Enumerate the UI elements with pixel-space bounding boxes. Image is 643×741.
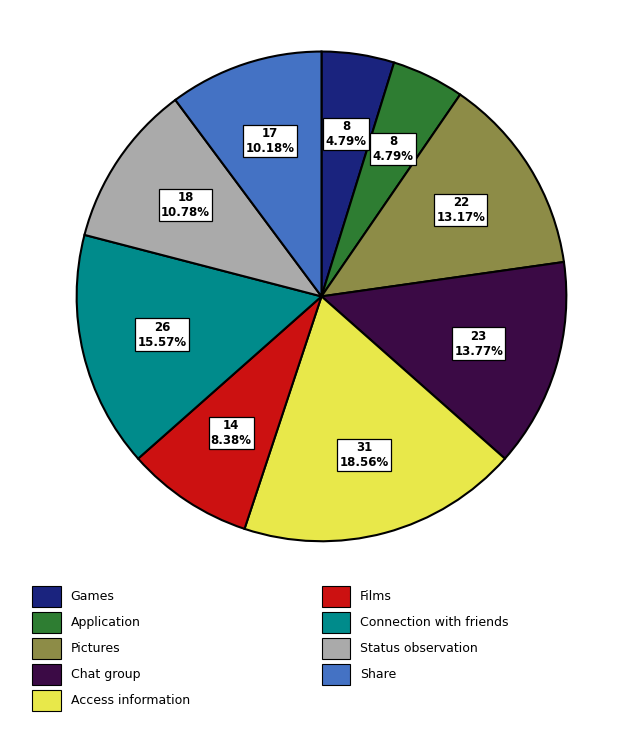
Text: Films: Films (360, 590, 392, 603)
Wedge shape (322, 262, 566, 459)
Text: 23
13.77%: 23 13.77% (454, 330, 503, 358)
Text: Access information: Access information (71, 694, 190, 707)
Text: Share: Share (360, 668, 396, 681)
Text: Chat group: Chat group (71, 668, 140, 681)
Text: 22
13.17%: 22 13.17% (437, 196, 485, 224)
Text: 26
15.57%: 26 15.57% (138, 321, 186, 348)
Wedge shape (322, 62, 460, 296)
Text: Games: Games (71, 590, 114, 603)
Wedge shape (322, 95, 564, 296)
Text: Pictures: Pictures (71, 642, 120, 655)
Text: Status observation: Status observation (360, 642, 478, 655)
Text: 31
18.56%: 31 18.56% (340, 441, 389, 469)
Text: Connection with friends: Connection with friends (360, 616, 509, 629)
Wedge shape (138, 296, 322, 529)
Wedge shape (244, 296, 505, 541)
Text: 8
4.79%: 8 4.79% (325, 120, 367, 148)
Text: 17
10.18%: 17 10.18% (246, 127, 294, 155)
Wedge shape (322, 52, 394, 296)
Wedge shape (77, 235, 322, 459)
Text: 8
4.79%: 8 4.79% (372, 135, 413, 163)
Text: Application: Application (71, 616, 141, 629)
Text: 18
10.78%: 18 10.78% (161, 190, 210, 219)
Wedge shape (84, 100, 322, 296)
Wedge shape (176, 52, 322, 296)
Text: 14
8.38%: 14 8.38% (211, 419, 251, 448)
